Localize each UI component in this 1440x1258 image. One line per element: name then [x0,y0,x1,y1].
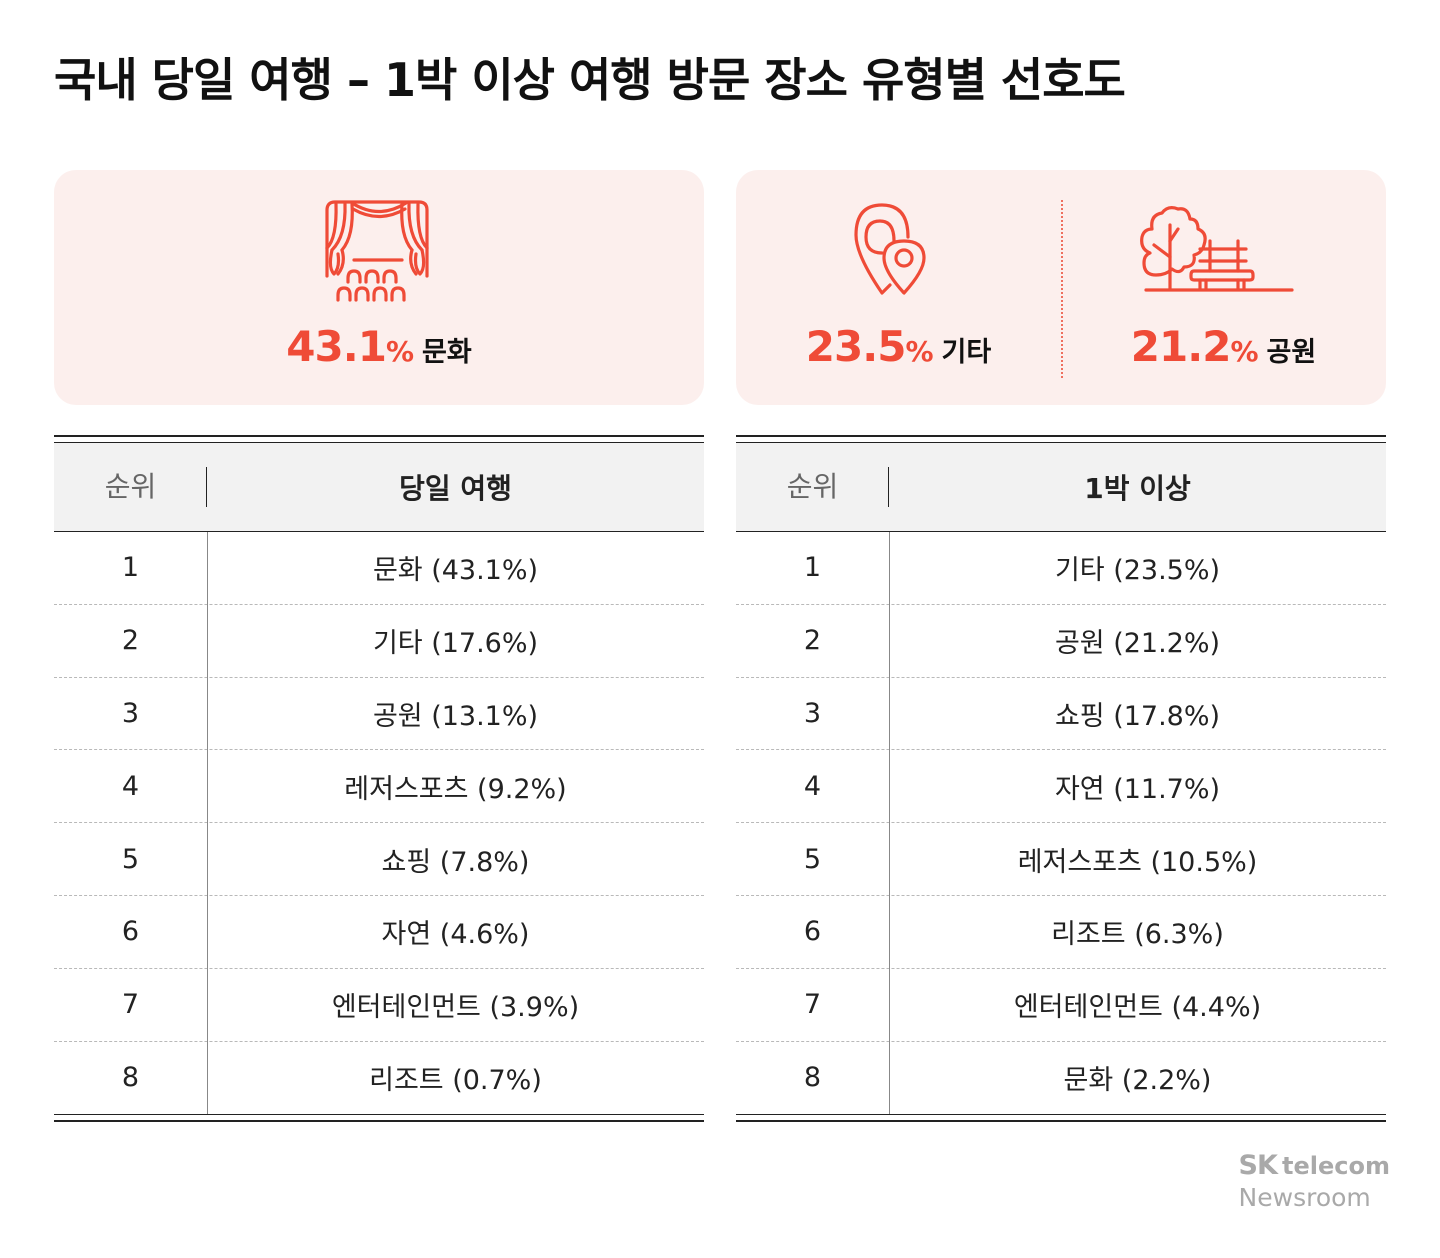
overnight-ranking-table: 순위 1박 이상 1 기타 (23.5%) 2 공원 (21.2%) 3 쇼핑 (17… [736,435,1386,1123]
overnight-top-stat-2: 21.2% 공원 [1061,322,1386,371]
sk-telecom-newsroom-logo: SK telecom Newsroom [1239,1150,1390,1212]
table-top-rule [54,435,704,443]
rank-cell: 7 [803,989,822,1021]
rank-cell: 5 [803,843,822,875]
logo-sub: Newsroom [1238,1183,1371,1212]
item-cell: 엔터테인먼트 (4.4%) [1013,992,1262,1024]
location-pins-icon [854,203,926,295]
table-header: 순위 1박 이상 [736,443,1386,532]
stat-value: 23.5 [805,322,907,371]
item-cell: 기타 (17.6%) [372,628,539,660]
item-cell: 쇼핑 (7.8%) [381,846,530,878]
table-top-rule [736,435,1386,443]
table-row: 2 기타 (17.6%) [54,605,704,678]
table-row: 7 엔터테인먼트 (3.9%) [54,969,704,1042]
stat-unit: % [1230,335,1259,368]
stat-label: 문화 [422,337,472,368]
day-trip-highlight-card: 43.1% 문화 [54,170,704,405]
logo-brand: SK [1238,1150,1278,1181]
item-cell: 레저스포츠 (9.2%) [344,773,567,805]
stat-unit: % [385,335,414,368]
table-row: 5 쇼핑 (7.8%) [54,823,704,896]
rank-header: 순위 [736,467,889,507]
page-title: 국내 당일 여행 – 1박 이상 여행 방문 장소 유형별 선호도 [54,53,1126,107]
item-cell: 문화 (2.2%) [1063,1065,1212,1097]
table-row: 4 레저스포츠 (9.2%) [54,750,704,824]
stat-value: 21.2 [1130,322,1232,371]
rank-cell: 4 [803,770,822,802]
table-body: 1 문화 (43.1%) 2 기타 (17.6%) 3 공원 (13.1%) 4 레저스… [54,532,704,1115]
stat-unit: % [905,335,934,368]
rank-cell: 1 [121,552,140,584]
item-cell: 공원 (21.2%) [1054,628,1221,660]
rank-cell: 8 [121,1062,140,1094]
item-cell: 리조트 (0.7%) [369,1065,542,1097]
table-row: 6 리조트 (6.3%) [736,896,1386,969]
table-row: 8 리조트 (0.7%) [54,1042,704,1115]
rank-cell: 3 [121,697,140,729]
table-row: 1 문화 (43.1%) [54,532,704,605]
item-cell: 자연 (11.7%) [1054,773,1221,805]
park-tree-bench-icon [1140,206,1294,292]
table-row: 7 엔터테인먼트 (4.4%) [736,969,1386,1042]
rank-cell: 1 [803,552,822,584]
rank-cell: 3 [803,697,822,729]
item-cell: 레저스포츠 (10.5%) [1017,846,1258,878]
rank-cell: 4 [121,770,140,802]
stat-value: 43.1 [286,322,387,371]
theater-stage-icon [325,200,429,302]
day-trip-ranking-table: 순위 당일 여행 1 문화 (43.1%) 2 기타 (17.6%) 3 공원 (13… [54,435,704,1123]
rank-cell: 7 [121,989,140,1021]
item-cell: 문화 (43.1%) [372,555,539,587]
item-cell: 엔터테인먼트 (3.9%) [331,992,580,1024]
rank-cell: 2 [121,625,140,657]
rank-cell: 6 [121,916,140,948]
table-header: 순위 당일 여행 [54,443,704,532]
item-cell: 공원 (13.1%) [372,700,539,732]
rank-cell: 6 [803,916,822,948]
table-bottom-rule [736,1114,1386,1123]
table-row: 3 공원 (13.1%) [54,678,704,751]
logo-brand-suffix: telecom [1282,1152,1390,1180]
rank-cell: 5 [121,843,140,875]
category-header: 당일 여행 [399,472,512,505]
rank-cell: 2 [803,625,822,657]
table-row: 1 기타 (23.5%) [736,532,1386,605]
item-cell: 기타 (23.5%) [1054,555,1221,587]
table-body: 1 기타 (23.5%) 2 공원 (21.2%) 3 쇼핑 (17.8%) 4 자연 … [736,532,1386,1115]
table-row: 8 문화 (2.2%) [736,1042,1386,1115]
table-row: 5 레저스포츠 (10.5%) [736,823,1386,896]
table-row: 2 공원 (21.2%) [736,605,1386,678]
overnight-top-stat-1: 23.5% 기타 [736,322,1061,371]
table-row: 3 쇼핑 (17.8%) [736,678,1386,751]
stat-label: 공원 [1266,337,1317,368]
rank-cell: 8 [803,1062,822,1094]
overnight-highlight-card: 23.5% 기타 21.2% 공원 [736,170,1386,405]
table-row: 4 자연 (11.7%) [736,750,1386,824]
category-header: 1박 이상 [1084,472,1191,505]
table-bottom-rule [54,1114,704,1123]
day-trip-top-stat: 43.1% 문화 [54,322,704,371]
item-cell: 쇼핑 (17.8%) [1054,700,1221,732]
card-divider [1061,200,1063,378]
stat-label: 기타 [941,337,992,368]
rank-header: 순위 [54,467,207,507]
table-row: 6 자연 (4.6%) [54,896,704,969]
item-cell: 자연 (4.6%) [381,919,530,951]
item-cell: 리조트 (6.3%) [1051,919,1224,951]
